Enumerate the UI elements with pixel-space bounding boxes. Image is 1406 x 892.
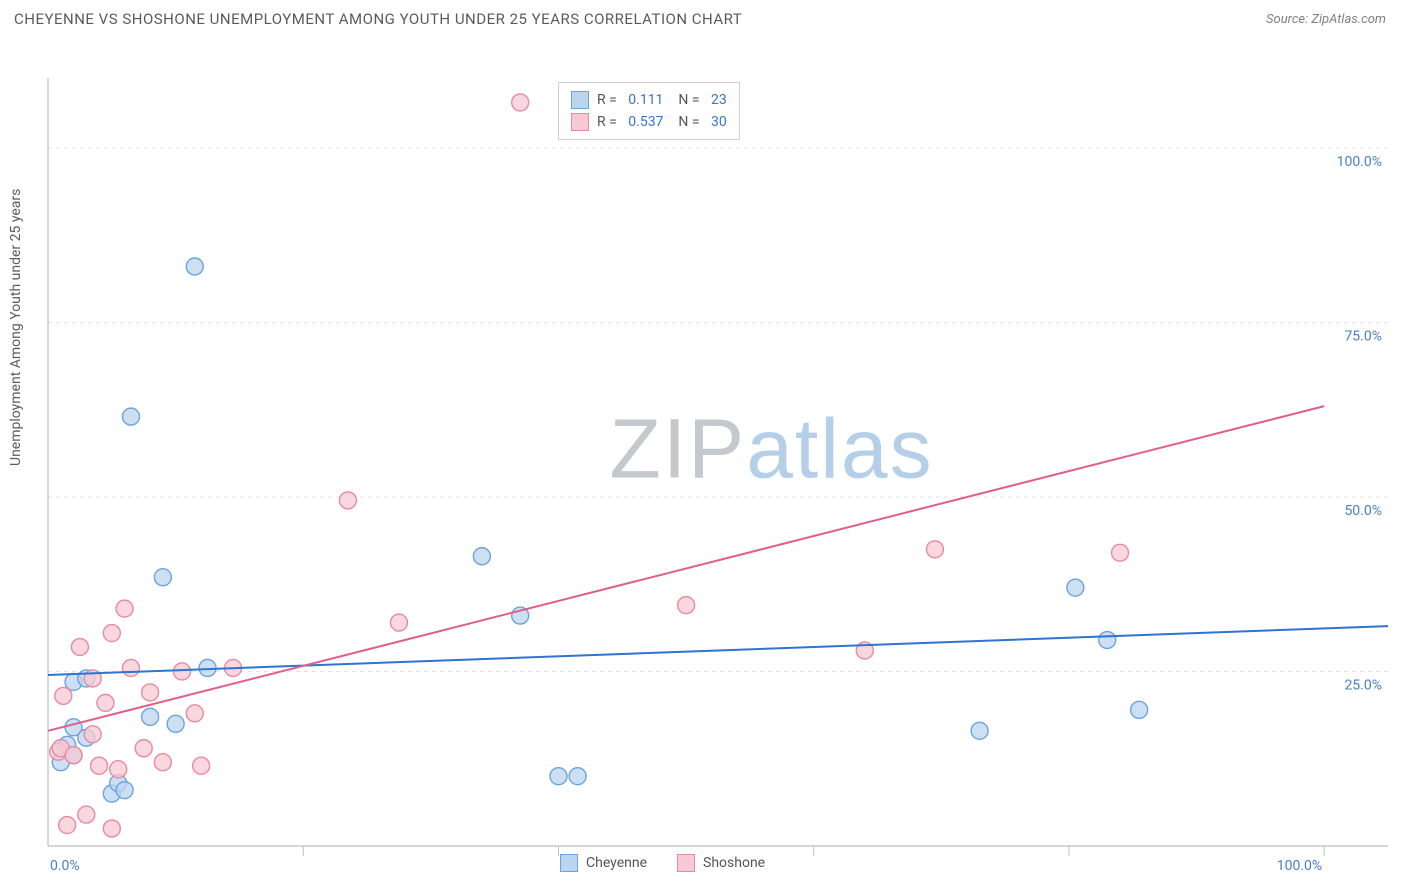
stat-r-label: R = [597,92,620,108]
y-axis-label: Unemployment Among Youth under 25 years [8,189,24,466]
stat-n-label: N = [671,114,703,130]
svg-text:100.0%: 100.0% [1337,154,1382,170]
source-attribution: Source: ZipAtlas.com [1266,12,1386,27]
stats-legend-row: R = 0.537 N = 30 [571,111,727,133]
correlation-stats-legend: R = 0.111 N = 23R = 0.537 N = 30 [558,82,740,140]
legend-swatch [677,854,695,872]
svg-text:100.0%: 100.0% [1277,858,1322,874]
chart-container: Unemployment Among Youth under 25 years … [0,36,1406,886]
series-legend-item: Shoshone [677,854,765,872]
series-legend-item: Cheyenne [560,854,647,872]
stat-n-value: 23 [711,92,727,108]
stat-r-value: 0.537 [628,114,663,130]
svg-text:75.0%: 75.0% [1344,328,1382,344]
stat-n-value: 30 [711,114,727,130]
legend-swatch [571,91,589,109]
legend-swatch [560,854,578,872]
legend-swatch [571,113,589,131]
svg-text:50.0%: 50.0% [1344,503,1382,519]
scatter-plot-svg: ZIPatlas 25.0% 50.0% 75.0% 100.0% 0.0% 100.0% [0,36,1406,886]
stat-r-value: 0.111 [628,92,663,108]
series-name: Shoshone [703,855,765,871]
svg-text:ZIPatlas: ZIPatlas [610,401,934,495]
stat-n-label: N = [671,92,703,108]
svg-text:0.0%: 0.0% [50,858,80,874]
stat-r-label: R = [597,114,620,130]
stats-legend-row: R = 0.111 N = 23 [571,89,727,111]
series-name: Cheyenne [586,855,647,871]
svg-text:25.0%: 25.0% [1344,677,1382,693]
chart-title: CHEYENNE VS SHOSHONE UNEMPLOYMENT AMONG … [14,10,742,28]
series-legend: Cheyenne Shoshone [560,854,765,872]
chart-header: CHEYENNE VS SHOSHONE UNEMPLOYMENT AMONG … [0,0,1406,36]
